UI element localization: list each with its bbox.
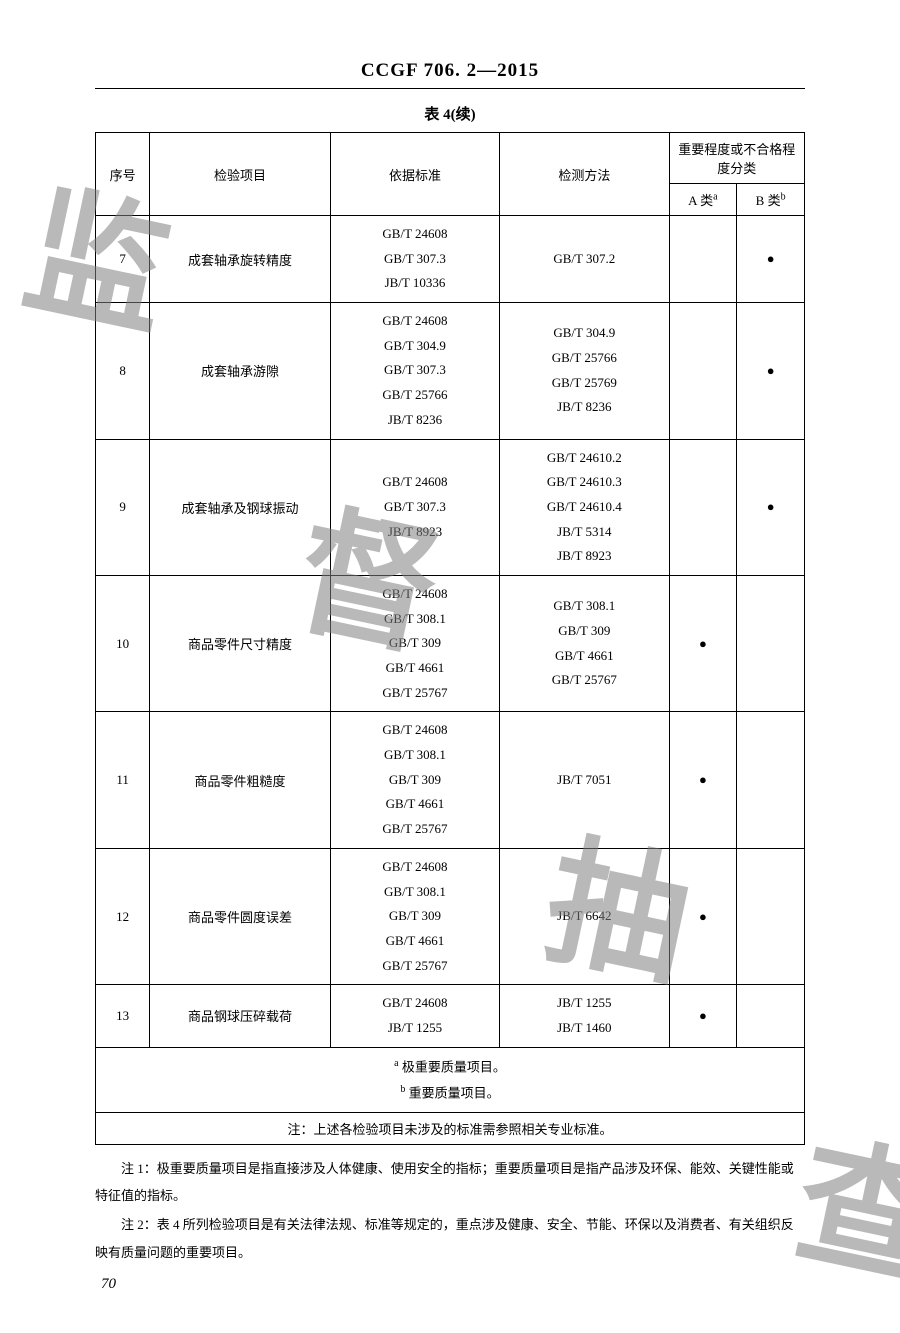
- cell-item: 成套轴承游隙: [150, 303, 331, 439]
- cell-class-b: ●: [737, 216, 805, 303]
- col-header-class-a: A 类a: [669, 184, 737, 216]
- cell-class-a: ●: [669, 712, 737, 848]
- cell-class-a: [669, 303, 737, 439]
- inspection-table: 序号 检验项目 依据标准 检测方法 重要程度或不合格程度分类 A 类a B 类b…: [95, 132, 805, 1145]
- cell-class-a: [669, 439, 737, 575]
- col-header-class-b: B 类b: [737, 184, 805, 216]
- cell-seq: 11: [96, 712, 150, 848]
- col-header-standard: 依据标准: [330, 133, 499, 216]
- table-header-row-1: 序号 检验项目 依据标准 检测方法 重要程度或不合格程度分类: [96, 133, 805, 184]
- outer-note-1: 注 1：极重要质量项目是指直接涉及人体健康、使用安全的指标；重要质量项目是指产品…: [95, 1155, 805, 1210]
- table-row: 12商品零件圆度误差GB/T 24608GB/T 308.1GB/T 309GB…: [96, 848, 805, 984]
- cell-standards: GB/T 24608GB/T 307.3JB/T 10336: [330, 216, 499, 303]
- cell-standards: GB/T 24608GB/T 304.9GB/T 307.3GB/T 25766…: [330, 303, 499, 439]
- col-header-method: 检测方法: [500, 133, 669, 216]
- outer-notes: 注 1：极重要质量项目是指直接涉及人体健康、使用安全的指标；重要质量项目是指产品…: [95, 1155, 805, 1266]
- cell-class-a: ●: [669, 848, 737, 984]
- table-row: 7成套轴承旋转精度GB/T 24608GB/T 307.3JB/T 10336G…: [96, 216, 805, 303]
- col-header-seq: 序号: [96, 133, 150, 216]
- footnote-a: a 极重要质量项目。: [100, 1054, 800, 1080]
- cell-seq: 8: [96, 303, 150, 439]
- document-id: CCGF 706. 2—2015: [95, 60, 805, 88]
- cell-class-b: [737, 985, 805, 1047]
- cell-seq: 9: [96, 439, 150, 575]
- cell-methods: JB/T 1255JB/T 1460: [500, 985, 669, 1047]
- table-row: 9成套轴承及钢球振动GB/T 24608GB/T 307.3JB/T 8923G…: [96, 439, 805, 575]
- cell-item: 成套轴承旋转精度: [150, 216, 331, 303]
- in-table-note-row: 注：上述各检验项目未涉及的标准需参照相关专业标准。: [96, 1112, 805, 1144]
- cell-methods: GB/T 304.9GB/T 25766GB/T 25769JB/T 8236: [500, 303, 669, 439]
- cell-item: 商品零件尺寸精度: [150, 575, 331, 711]
- cell-methods: GB/T 24610.2GB/T 24610.3GB/T 24610.4JB/T…: [500, 439, 669, 575]
- cell-class-b: [737, 712, 805, 848]
- footnote-b: b 重要质量项目。: [100, 1080, 800, 1106]
- cell-standards: GB/T 24608GB/T 308.1GB/T 309GB/T 4661GB/…: [330, 712, 499, 848]
- cell-item: 商品零件圆度误差: [150, 848, 331, 984]
- cell-methods: JB/T 6642: [500, 848, 669, 984]
- col-header-importance: 重要程度或不合格程度分类: [669, 133, 805, 184]
- cell-class-b: [737, 848, 805, 984]
- table-row: 11商品零件粗糙度GB/T 24608GB/T 308.1GB/T 309GB/…: [96, 712, 805, 848]
- page-number: 70: [95, 1276, 805, 1293]
- outer-note-2: 注 2：表 4 所列检验项目是有关法律法规、标准等规定的，重点涉及健康、安全、节…: [95, 1211, 805, 1266]
- col-header-item: 检验项目: [150, 133, 331, 216]
- cell-standards: GB/T 24608GB/T 308.1GB/T 309GB/T 4661GB/…: [330, 575, 499, 711]
- footnote-row: a 极重要质量项目。 b 重要质量项目。: [96, 1047, 805, 1112]
- cell-item: 商品零件粗糙度: [150, 712, 331, 848]
- cell-item: 商品钢球压碎载荷: [150, 985, 331, 1047]
- cell-class-b: ●: [737, 439, 805, 575]
- table-row: 8成套轴承游隙GB/T 24608GB/T 304.9GB/T 307.3GB/…: [96, 303, 805, 439]
- table-caption: 表 4(续): [95, 103, 805, 124]
- cell-class-b: [737, 575, 805, 711]
- cell-seq: 12: [96, 848, 150, 984]
- cell-class-a: ●: [669, 985, 737, 1047]
- cell-standards: GB/T 24608GB/T 308.1GB/T 309GB/T 4661GB/…: [330, 848, 499, 984]
- in-table-note: 注：上述各检验项目未涉及的标准需参照相关专业标准。: [96, 1112, 805, 1144]
- cell-item: 成套轴承及钢球振动: [150, 439, 331, 575]
- cell-standards: GB/T 24608JB/T 1255: [330, 985, 499, 1047]
- cell-methods: JB/T 7051: [500, 712, 669, 848]
- cell-standards: GB/T 24608GB/T 307.3JB/T 8923: [330, 439, 499, 575]
- table-row: 13商品钢球压碎载荷GB/T 24608JB/T 1255JB/T 1255JB…: [96, 985, 805, 1047]
- cell-seq: 13: [96, 985, 150, 1047]
- cell-class-a: [669, 216, 737, 303]
- cell-methods: GB/T 308.1GB/T 309GB/T 4661GB/T 25767: [500, 575, 669, 711]
- table-row: 10商品零件尺寸精度GB/T 24608GB/T 308.1GB/T 309GB…: [96, 575, 805, 711]
- cell-seq: 7: [96, 216, 150, 303]
- cell-class-b: ●: [737, 303, 805, 439]
- header-rule: [95, 88, 805, 89]
- cell-seq: 10: [96, 575, 150, 711]
- cell-class-a: ●: [669, 575, 737, 711]
- cell-methods: GB/T 307.2: [500, 216, 669, 303]
